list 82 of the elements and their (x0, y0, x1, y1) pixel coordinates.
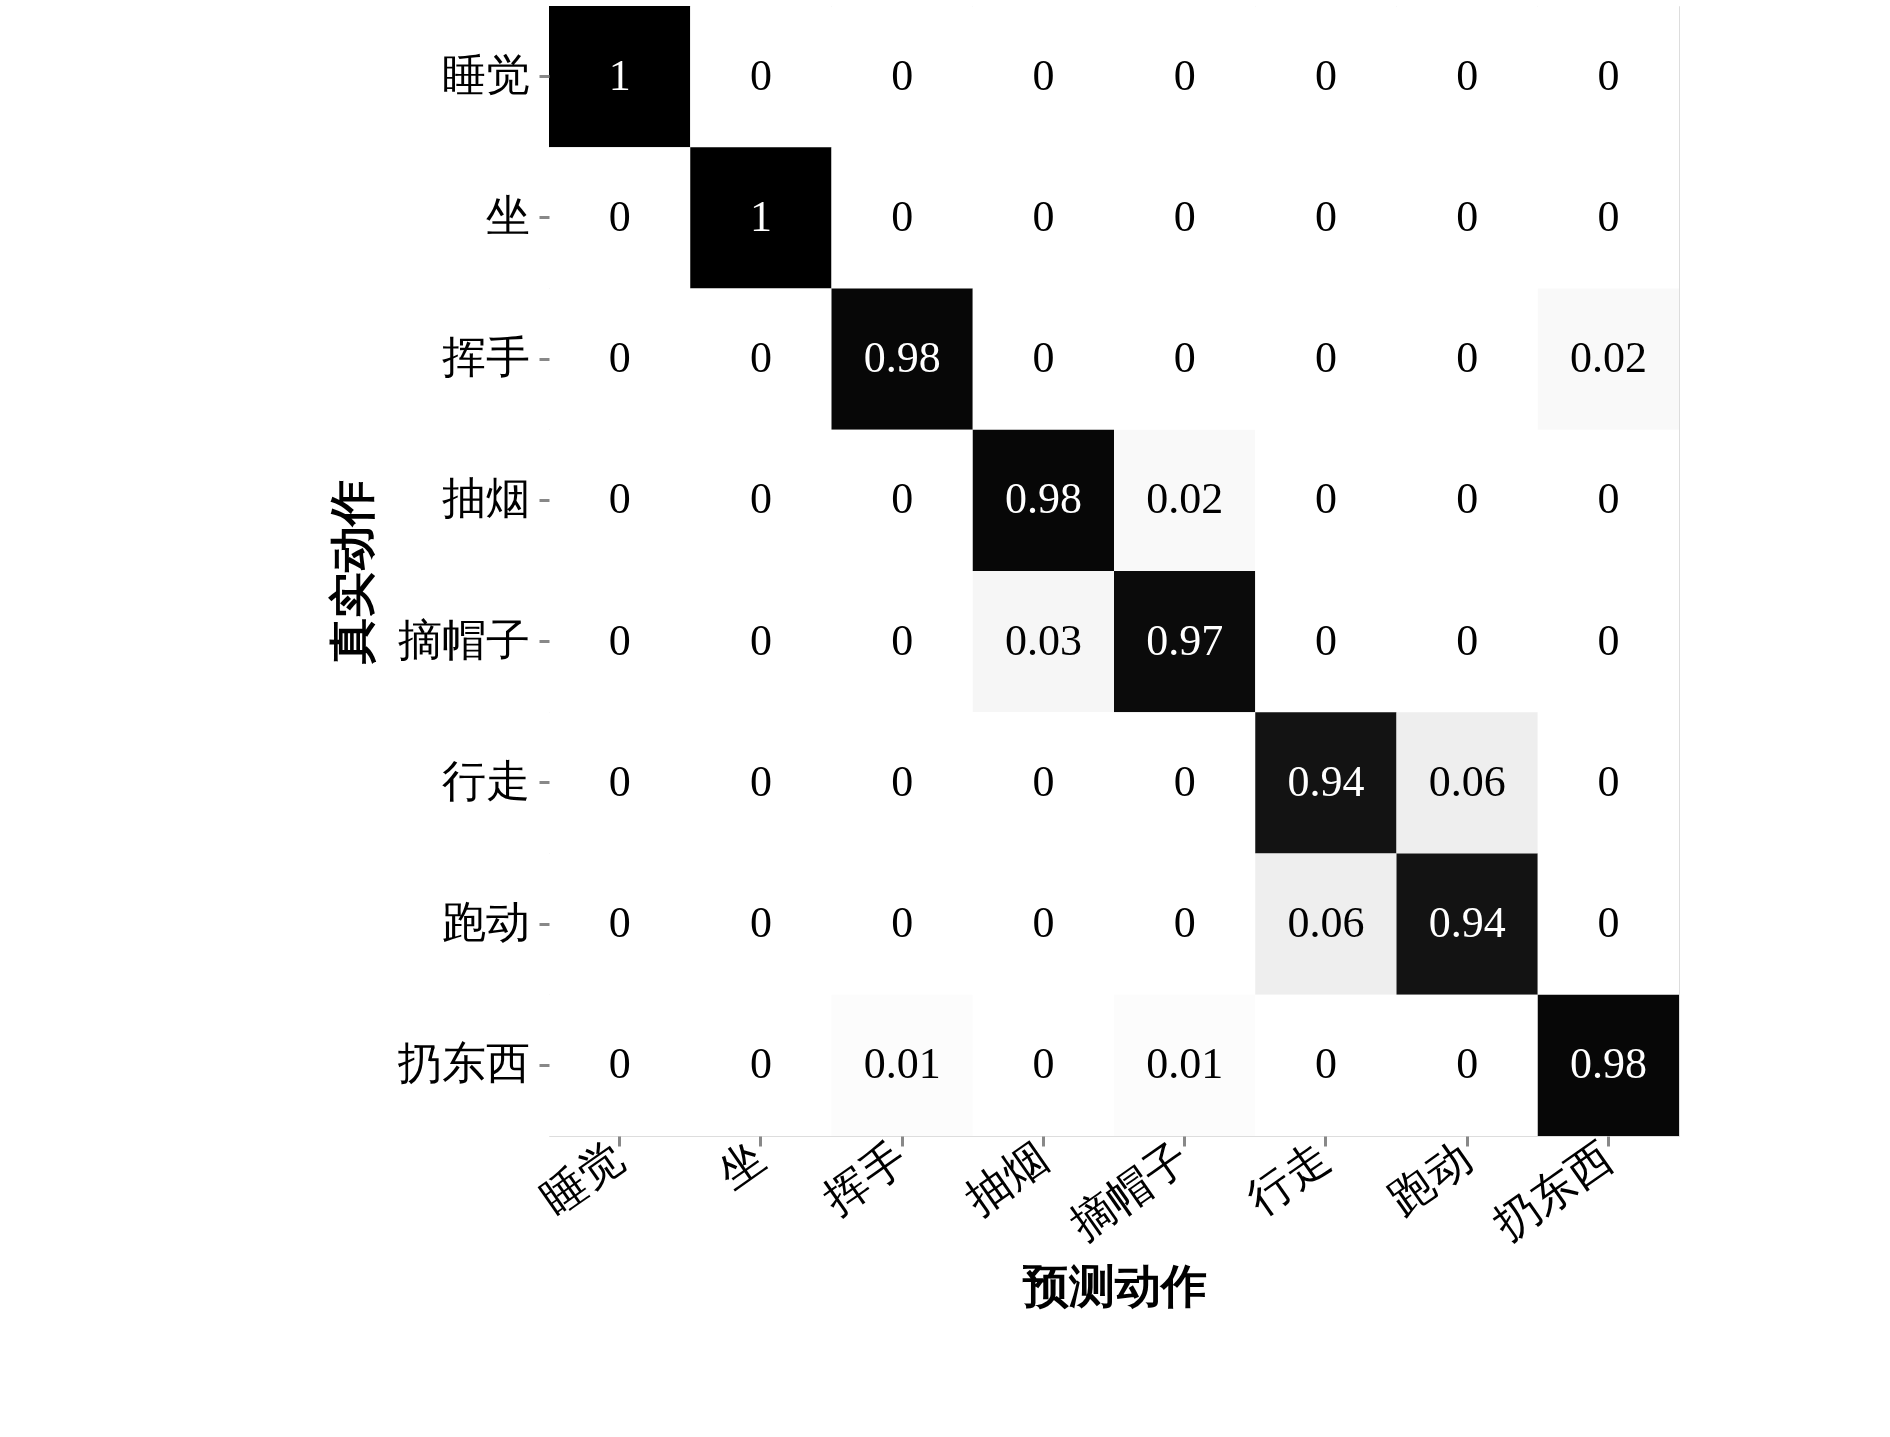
data-label: 0 (1032, 333, 1055, 383)
data-label: 0 (1456, 50, 1479, 100)
data-label: 0 (891, 191, 914, 241)
data-label: 0 (1173, 50, 1196, 100)
data-label: 1 (749, 191, 772, 241)
data-label: 0 (1314, 1039, 1337, 1089)
data-label: 0 (1032, 191, 1055, 241)
y-tick-label: 行走 (441, 756, 530, 806)
data-label: 0 (1173, 756, 1196, 806)
data-label: 0 (1456, 333, 1479, 383)
data-label: 0 (1597, 50, 1620, 100)
data-label: 0.06 (1428, 756, 1506, 806)
x-axis-title: 预测动作 (1021, 1261, 1207, 1313)
data-label: 0 (891, 50, 914, 100)
data-label: 0.06 (1287, 898, 1365, 948)
data-label: 0 (1456, 1039, 1479, 1089)
data-label: 0 (1314, 50, 1337, 100)
data-label: 0 (1173, 191, 1196, 241)
y-tick-label: 扔东西 (396, 1039, 530, 1089)
data-label: 0 (1173, 333, 1196, 383)
data-label: 0 (608, 191, 631, 241)
data-label: 0.98 (863, 333, 941, 383)
data-label: 0 (608, 756, 631, 806)
y-tick-label: 摘帽子 (397, 615, 530, 665)
data-label: 0.94 (1428, 898, 1506, 948)
x-tick-label: 睡觉 (532, 1133, 633, 1224)
data-label: 0 (1314, 474, 1337, 524)
data-label: 0 (608, 333, 631, 383)
data-label: 0 (608, 474, 631, 524)
data-label: 0 (608, 1039, 631, 1089)
x-tick-label: 坐 (709, 1133, 775, 1199)
data-label: 0.98 (1569, 1039, 1647, 1089)
y-tick-label: 挥手 (441, 333, 530, 383)
y-tick-label: 抽烟 (441, 474, 530, 524)
data-label: 0 (1597, 474, 1620, 524)
data-label: 0 (749, 333, 772, 383)
data-label: 0 (749, 474, 772, 524)
data-label: 0.02 (1146, 474, 1224, 524)
data-label: 0 (1456, 615, 1479, 665)
x-tick-label: 挥手 (815, 1133, 916, 1224)
data-label: 0 (1032, 1039, 1055, 1089)
data-label: 0.94 (1287, 756, 1365, 806)
data-label: 0 (608, 615, 631, 665)
data-label: 0 (1456, 474, 1479, 524)
data-label: 0 (1597, 191, 1620, 241)
data-label: 0 (749, 756, 772, 806)
data-label: 0 (1314, 333, 1337, 383)
x-tick-label: 摘帽子 (1061, 1133, 1198, 1250)
data-label: 0 (749, 1039, 772, 1089)
data-label: 0 (749, 50, 772, 100)
data-label: 0 (891, 756, 914, 806)
x-tick-label: 跑动 (1380, 1133, 1481, 1224)
data-label: 0.97 (1146, 615, 1224, 665)
data-label: 0 (891, 615, 914, 665)
data-label: 0.01 (1146, 1039, 1224, 1089)
data-label: 0.01 (863, 1039, 941, 1089)
data-label: 0 (891, 898, 914, 948)
data-label: 0 (1032, 756, 1055, 806)
x-tick-label: 行走 (1238, 1133, 1340, 1224)
data-label: 0 (1314, 191, 1337, 241)
data-label: 0 (1173, 898, 1196, 948)
data-label: 0 (1032, 898, 1055, 948)
y-tick-label: 坐 (485, 191, 530, 241)
y-tick-label: 跑动 (441, 898, 530, 948)
data-label: 0 (1597, 756, 1620, 806)
y-axis-title: 真实动作 (326, 479, 378, 665)
data-label: 1 (608, 50, 631, 100)
data-label: 0 (891, 474, 914, 524)
data-label: 0 (1597, 615, 1620, 665)
data-label: 0.98 (1004, 474, 1082, 524)
data-label: 0 (749, 898, 772, 948)
data-label: 0 (608, 898, 631, 948)
data-label: 0 (749, 615, 772, 665)
x-tick-label: 抽烟 (956, 1133, 1057, 1224)
data-label: 0 (1314, 615, 1337, 665)
y-tick-label: 睡觉 (441, 50, 530, 100)
data-label: 0.03 (1004, 615, 1082, 665)
x-tick-label: 扔东西 (1484, 1133, 1622, 1250)
data-label: 0 (1597, 898, 1620, 948)
data-label: 0 (1456, 191, 1479, 241)
data-label: 0.02 (1569, 333, 1647, 383)
data-label: 0 (1032, 50, 1055, 100)
